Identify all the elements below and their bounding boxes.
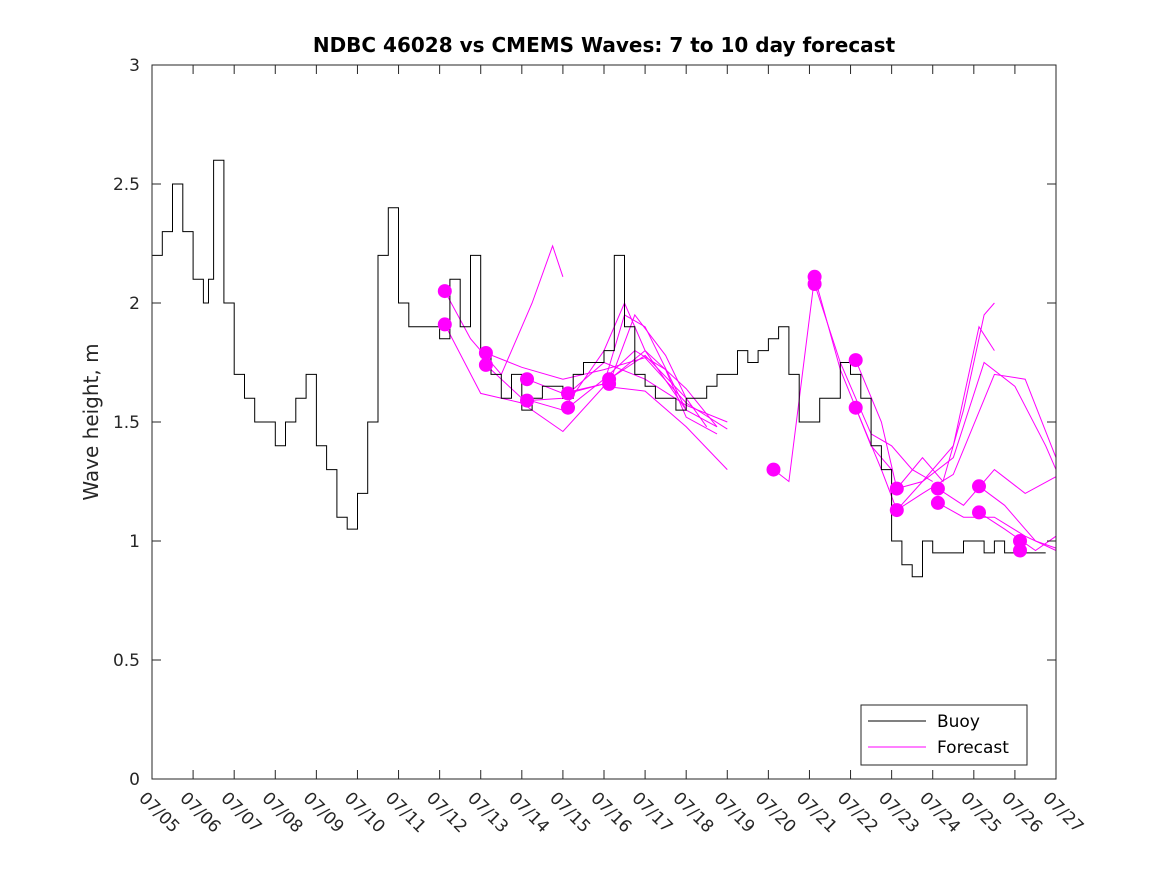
forecast-marker-18 <box>930 495 945 510</box>
forecast-marker-2 <box>478 346 493 360</box>
chart-title: NDBC 46028 vs CMEMS Waves: 7 to 10 day f… <box>313 33 896 57</box>
forecast-marker-14 <box>848 400 863 415</box>
forecast-marker-22 <box>1013 543 1027 558</box>
y-tick-label: 3 <box>129 56 140 76</box>
forecast-line-14 <box>896 361 1057 490</box>
plot-area <box>152 65 1056 779</box>
legend-buoy-label: Buoy <box>937 712 980 732</box>
forecast-marker-7 <box>561 400 575 415</box>
forecast-marker-3 <box>478 357 493 372</box>
y-tick-label: 2.5 <box>113 175 140 195</box>
forecast-marker-5 <box>520 393 534 408</box>
forecast-marker-20 <box>972 505 986 520</box>
y-axis-label: Wave height, m <box>79 343 103 500</box>
forecast-line-0 <box>444 324 728 470</box>
legend-box <box>860 704 1028 766</box>
forecast-marker-4 <box>520 372 534 387</box>
forecast-line-15 <box>896 373 1057 511</box>
forecast-marker-10 <box>766 462 781 477</box>
forecast-marker-13 <box>848 353 863 368</box>
legend-forecast-label: Forecast <box>937 738 1009 758</box>
y-tick-label: 0 <box>129 770 140 790</box>
forecast-line-4 <box>526 349 718 428</box>
forecast-marker-15 <box>889 481 904 496</box>
forecast-line-1 <box>444 244 564 376</box>
buoy-line <box>152 159 1046 578</box>
forecast-marker-9 <box>602 376 617 391</box>
forecast-line-9 <box>608 313 687 399</box>
forecast-line-18 <box>978 485 1057 549</box>
forecast-marker-17 <box>930 481 945 496</box>
forecast-marker-0 <box>437 284 452 299</box>
forecast-marker-19 <box>972 479 986 494</box>
legend: Buoy Forecast <box>860 704 1028 766</box>
forecast-marker-6 <box>561 386 575 401</box>
forecast-marker-12 <box>807 277 822 291</box>
y-tick-label: 1.5 <box>113 413 140 433</box>
forecast-line-8 <box>608 354 708 428</box>
y-tick-label: 1 <box>129 532 140 552</box>
forecast-marker-1 <box>437 317 452 332</box>
y-tick-label: 2 <box>129 294 140 314</box>
axes-box <box>151 64 1057 780</box>
forecast-line-16 <box>937 468 1057 506</box>
forecast-marker-16 <box>889 503 904 518</box>
series-layer <box>152 159 1057 578</box>
y-tick-label: 0.5 <box>113 651 140 671</box>
forecast-line-11 <box>814 283 933 482</box>
